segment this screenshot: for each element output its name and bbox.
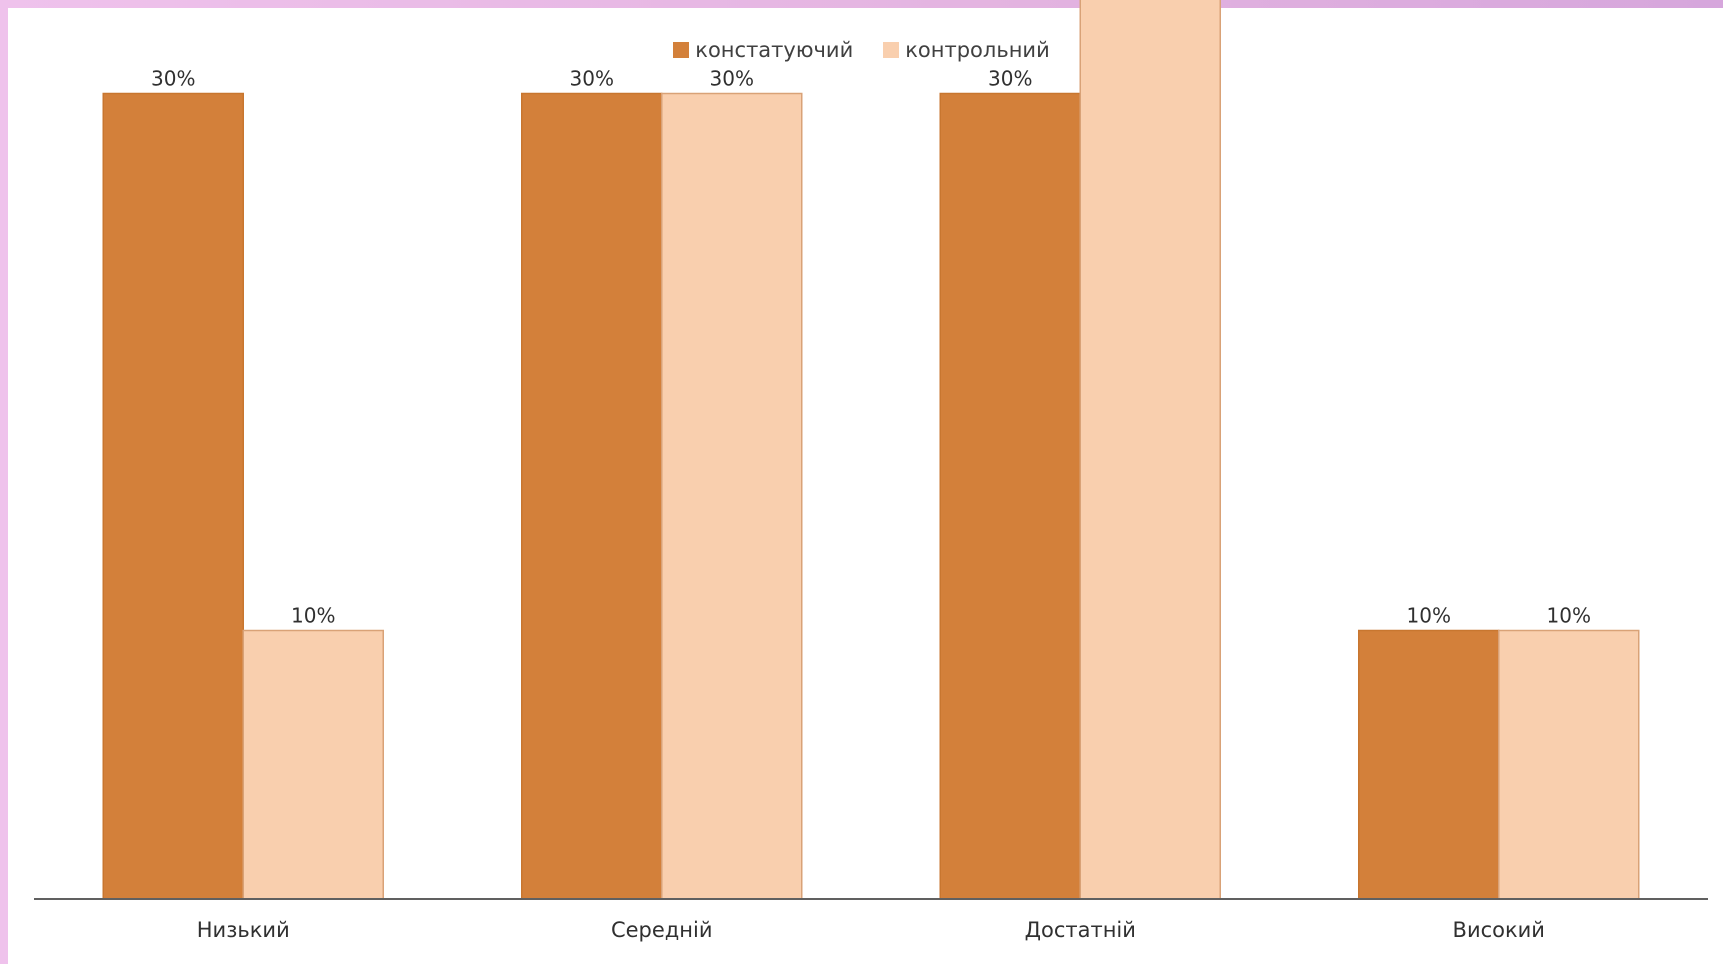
- x-tick-label-3: Достатній: [1025, 918, 1136, 942]
- legend-swatch-series-1: [673, 42, 690, 58]
- x-tick-label-2: Середній: [611, 918, 713, 942]
- x-tick-label-1: Низький: [197, 918, 290, 942]
- data-label-series-1-3: 30%: [988, 67, 1032, 91]
- legend-label-series-1: констатуючий: [695, 38, 854, 62]
- top-border: [0, 0, 1723, 8]
- data-label-series-2-2: 30%: [710, 67, 754, 91]
- legend: констатуючий контрольний: [0, 38, 1723, 62]
- legend-item-series-2: контрольний: [883, 38, 1050, 62]
- bar-series-1-4: [1358, 629, 1500, 900]
- bar-series-1-2: [521, 92, 663, 900]
- bar-series-2-2: [661, 92, 803, 900]
- bar-series-2-1: [242, 629, 384, 900]
- bar-series-2-3: [1079, 0, 1221, 900]
- bar-series-2-4: [1498, 629, 1640, 900]
- data-label-series-2-1: 10%: [291, 604, 335, 628]
- data-label-series-1-1: 30%: [151, 67, 195, 91]
- data-label-series-2-4: 10%: [1547, 604, 1591, 628]
- legend-swatch-series-2: [883, 42, 900, 58]
- legend-label-series-2: контрольний: [905, 38, 1050, 62]
- legend-item-series-1: констатуючий: [673, 38, 853, 62]
- data-label-series-1-4: 10%: [1407, 604, 1451, 628]
- left-border: [0, 0, 8, 964]
- bar-series-1-3: [939, 92, 1081, 900]
- x-tick-label-4: Високий: [1453, 918, 1545, 942]
- data-label-series-1-2: 30%: [570, 67, 614, 91]
- bar-series-1-1: [102, 92, 244, 900]
